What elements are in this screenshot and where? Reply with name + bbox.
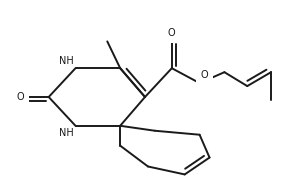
Text: NH: NH [59, 128, 73, 138]
Text: O: O [16, 92, 24, 102]
Text: O: O [201, 70, 208, 80]
Text: NH: NH [59, 56, 73, 66]
Text: O: O [168, 28, 176, 38]
